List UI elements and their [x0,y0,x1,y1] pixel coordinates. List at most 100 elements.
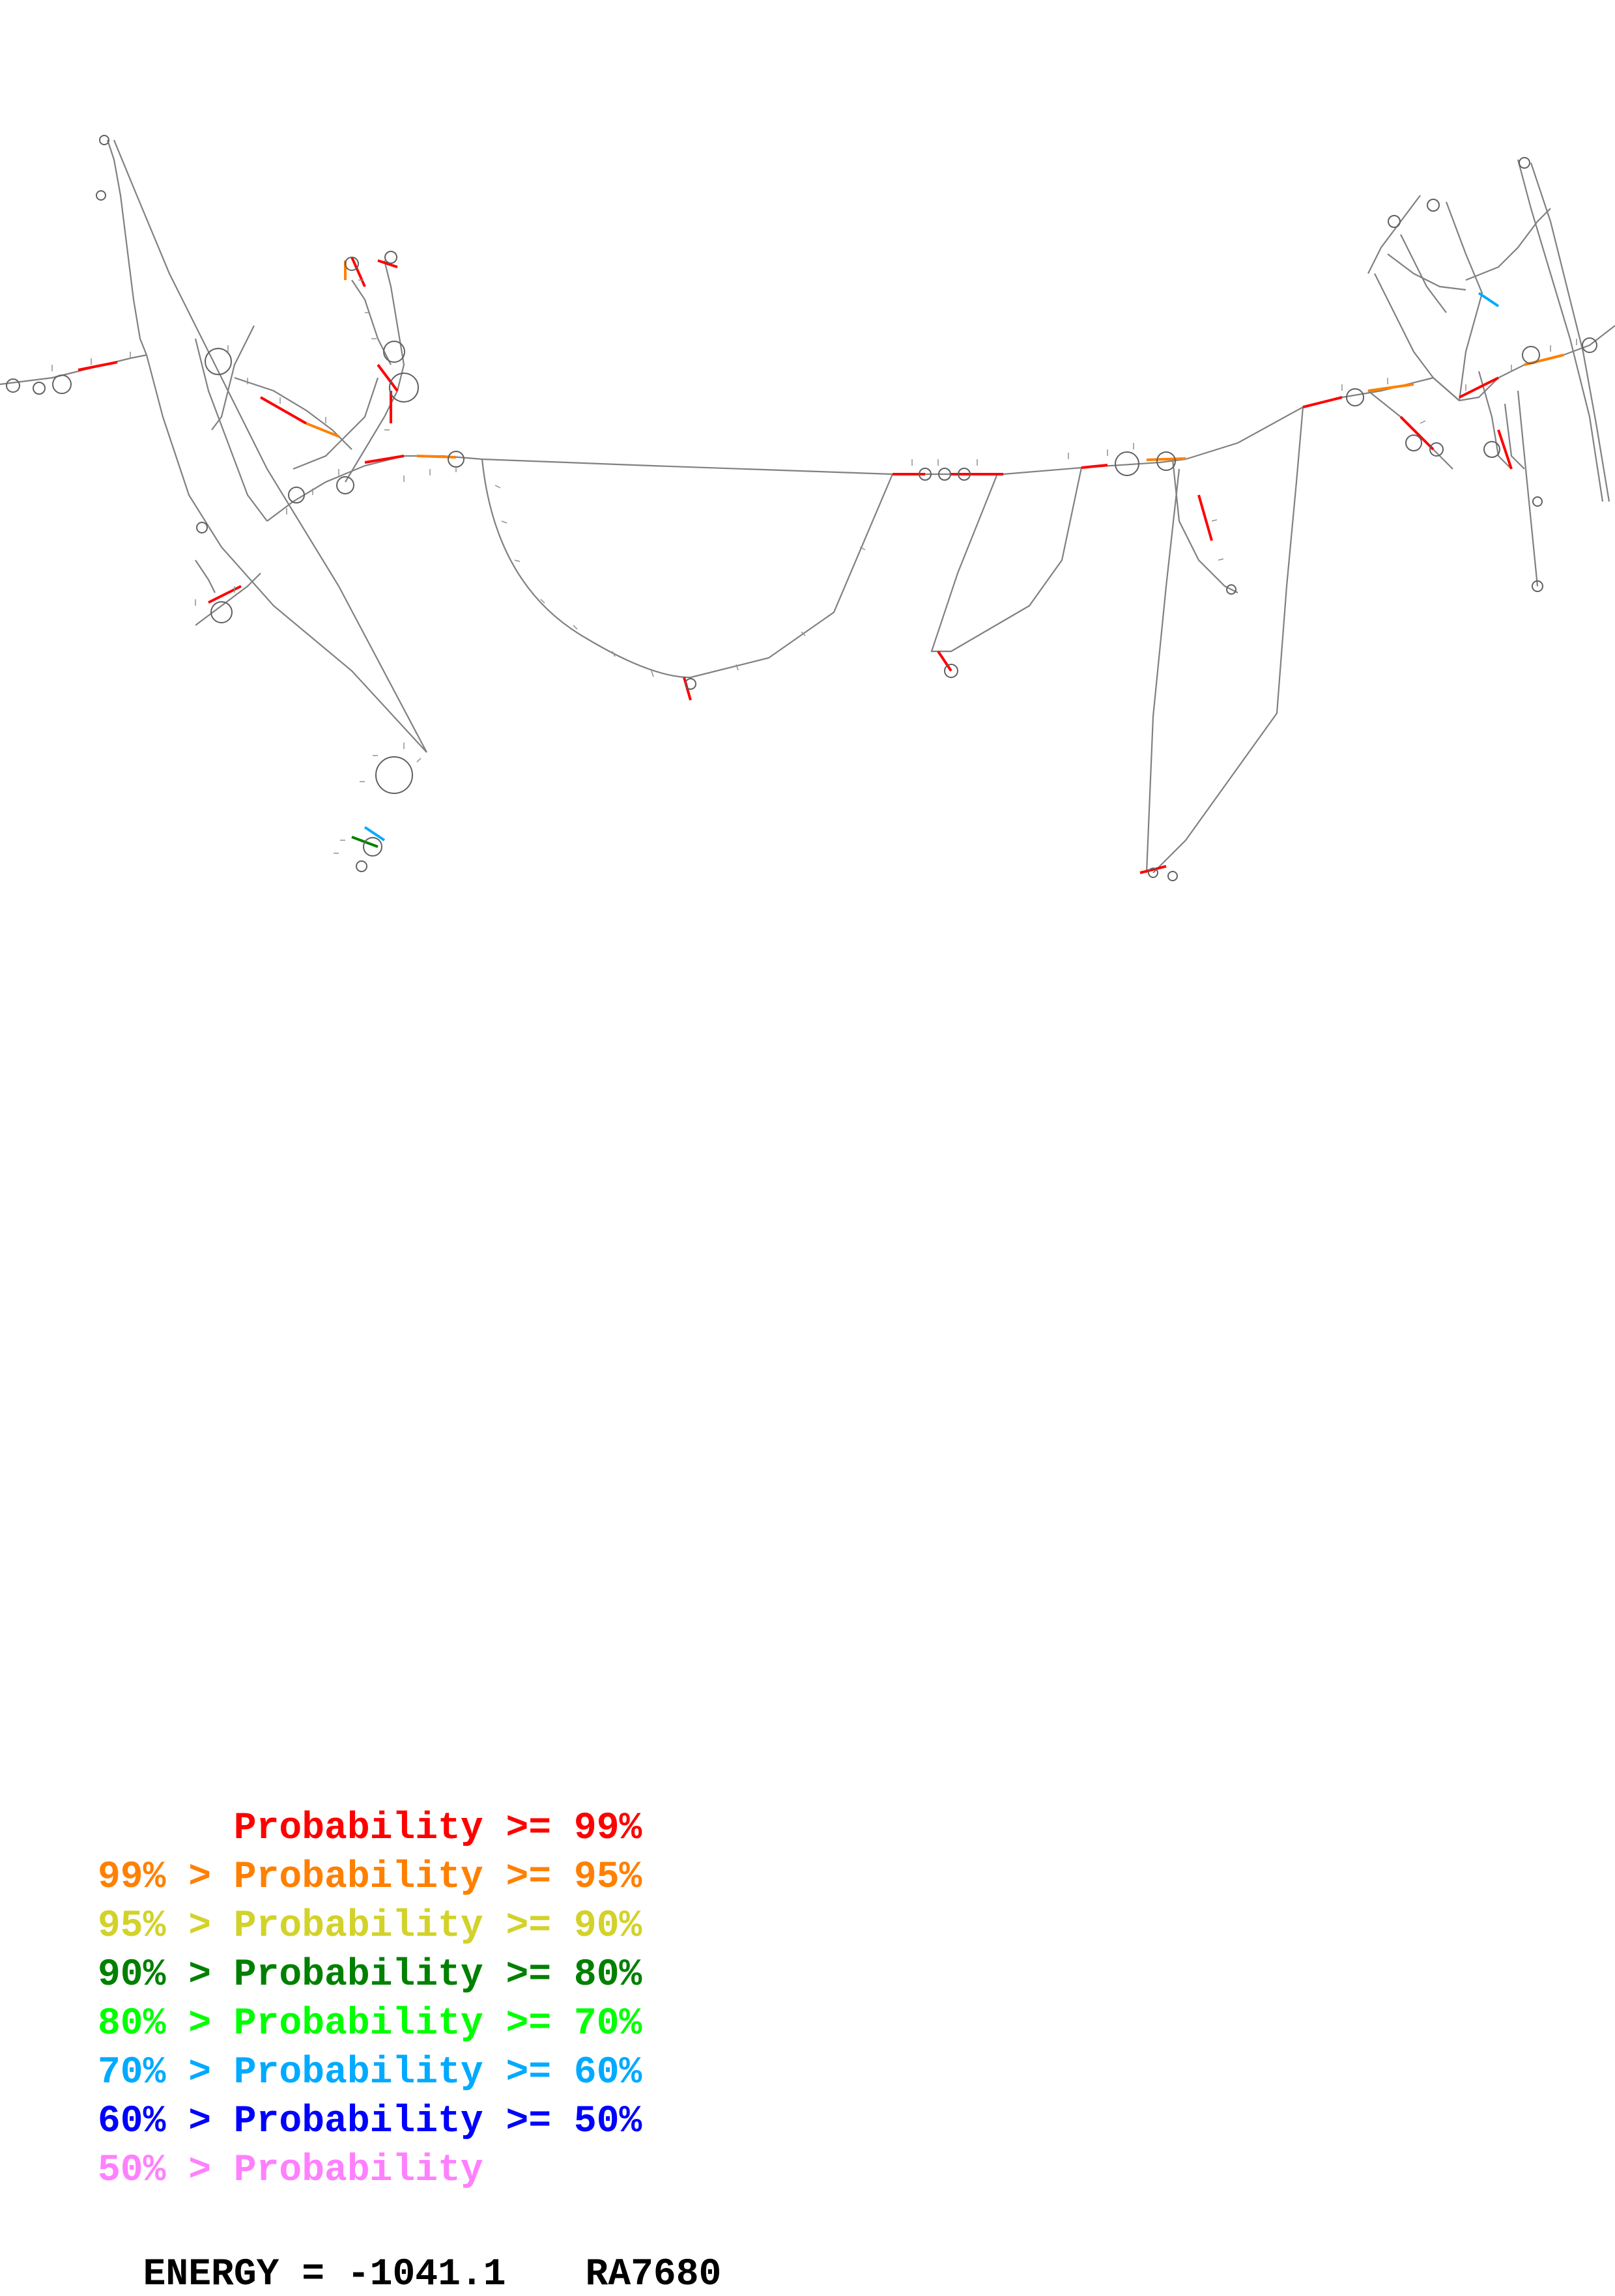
helix-stem [306,422,339,438]
backbone-segment [266,455,893,522]
legend-row: 95% > Probability >= 90% [98,1902,642,1951]
legend-label: Probability [233,2149,483,2192]
legend-prefix: 80% > [98,2003,234,2045]
hairpin-loop [196,522,208,533]
backbone-segment [1530,162,1610,502]
internal-loop [363,837,382,857]
legend-label: Probability [233,1954,483,1996]
hairpin-loop [356,860,367,872]
structure-id: RA7680 [585,2254,722,2296]
hairpin-loop [52,375,72,394]
helix-stem [683,677,692,701]
legend-suffix: >= 99% [483,1807,642,1850]
legend-row: 70% > Probability >= 60% [98,2048,642,2097]
backbone-segment [930,467,1083,653]
helix-stem [364,826,386,842]
legend-row: 99% > Probability >= 95% [98,1853,642,1902]
legend-suffix: >= 70% [483,2003,642,2045]
backbone-segment [113,139,427,753]
helix-stem [1478,292,1500,307]
helix-stem [1459,376,1499,399]
backbone-segment [1387,253,1466,291]
backbone-segment [1367,390,1453,470]
helix-stem [1197,494,1213,541]
legend-label: Probability [233,2052,483,2094]
backbone-segment [106,139,148,356]
internal-loop [375,756,413,794]
legend-suffix: >= 50% [483,2101,642,2143]
backbone-segment [1400,234,1447,313]
helix-stem [78,361,118,371]
backbone-segment [345,260,405,483]
tick-cluster [51,279,422,854]
hairpin-loop [345,257,359,271]
hairpin-loop [1148,868,1158,878]
helix-stems [78,257,1564,874]
backbone-segment [195,573,261,626]
backbone-segment [1171,459,1238,593]
internal-loop [383,341,405,363]
legend-label: Probability [233,2101,483,2143]
helix-stem [1367,383,1414,392]
backbone-segment [0,354,147,386]
backbone-segment [1517,159,1604,502]
hairpin-loop [6,378,20,393]
helix-stem [1146,457,1186,461]
hairpin-loop [1388,215,1401,228]
energy-footer: ENERGY = -1041.1 RA7680 [98,2211,722,2296]
hairpin-loop [1532,496,1543,507]
legend-label: Probability [233,1807,483,1850]
helix-stem [937,650,952,672]
backbone-segment [211,325,255,431]
hairpin-loop [96,190,106,201]
helix-stem [208,585,242,604]
legend-row: 60% > Probability >= 50% [98,2097,642,2146]
internal-loop [1522,346,1540,364]
probability-legend: Probability >= 99% 99% > Probability >= 9… [98,1804,642,2195]
backbone-segment [194,338,268,522]
internal-loop [389,373,419,403]
backbone-segment [1465,208,1551,281]
internal-loop [288,487,305,503]
internal-loop [919,468,932,481]
legend-prefix: 60% > [98,2101,234,2143]
legend-suffix: >= 60% [483,2052,642,2094]
backbone-segment [293,377,379,470]
backbone-segment [1367,195,1421,274]
helix-stem [416,455,457,459]
hairpin-loop [99,135,109,145]
backbone-segment [1478,371,1512,470]
hairpin-loop [1519,157,1530,169]
backbone-segment [1445,201,1483,401]
internal-loop [1483,441,1500,458]
helix-stem [1302,396,1343,408]
hairpin-loop [1226,584,1236,595]
helix-stem [1399,416,1435,451]
internal-loop [1405,434,1422,451]
helix-stem [377,259,398,268]
legend-label: Probability [233,1856,483,1899]
hairpin-loop [944,664,958,678]
legend-prefix: 70% > [98,2052,234,2094]
backbone-segment [195,560,216,593]
backbone-lines [0,139,1615,873]
legend-row: 50% > Probability [98,2146,642,2195]
backbone-segment [1504,403,1525,470]
backbone-segment [893,458,1186,475]
hairpin-loop [1532,580,1543,592]
legend-row: 80% > Probability >= 70% [98,2000,642,2048]
backbone-segment [1145,468,1180,873]
hairpin-loop [685,678,696,690]
internal-loop [336,476,354,494]
hairpin-loop [1427,199,1440,212]
legend-prefix: 95% > [98,1905,234,1948]
legend-prefix: 50% > [98,2149,234,2192]
internal-loop [1156,451,1176,471]
rna-structure-diagram [0,135,1615,881]
internal-loop [1346,388,1364,406]
backbone-segment [145,354,427,753]
hairpin-loop [384,251,397,264]
legend-row: Probability >= 99% [98,1804,642,1853]
backbone-arc [481,459,894,679]
nucleotide-ticks [51,279,1577,854]
